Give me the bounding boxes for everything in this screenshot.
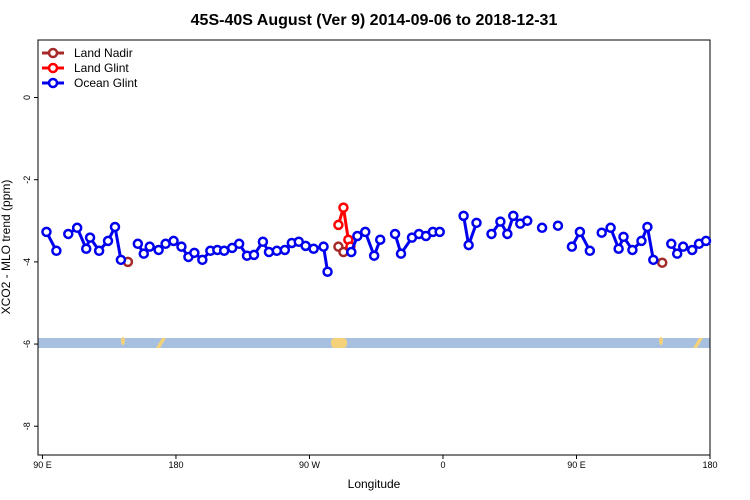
series [122, 241, 668, 268]
data-point [333, 219, 344, 231]
data-point [584, 245, 596, 257]
data-point [80, 243, 92, 254]
data-point [138, 248, 150, 259]
legend-marker [47, 77, 59, 89]
x-axis-label: Longitude [348, 477, 401, 491]
data-point [109, 221, 121, 233]
y-axis-label: XCO2 - MLO trend (ppm) [0, 180, 13, 315]
data-point [458, 210, 469, 222]
x-tick-label: 180 [702, 460, 717, 470]
y-tick-label: -8 [22, 422, 32, 430]
plot-frame [37, 39, 711, 456]
data-point [502, 228, 513, 240]
data-point [486, 228, 497, 240]
legend-marker [47, 62, 59, 74]
x-tick-label: 90 E [567, 460, 586, 470]
chart-title: 45S-40S August (Ver 9) 2014-09-06 to 201… [191, 12, 558, 29]
data-point [197, 254, 208, 266]
data-point [346, 246, 357, 258]
data-point [566, 241, 578, 252]
data-point [666, 238, 677, 250]
data-point [656, 257, 668, 268]
data-point [279, 244, 291, 256]
data-point [596, 227, 607, 238]
land-patch [693, 338, 703, 348]
data-point [686, 244, 698, 256]
data-point [648, 254, 659, 266]
x-tick-label: 90 E [33, 460, 52, 470]
data-point [271, 245, 283, 257]
data-point [318, 241, 329, 252]
land-patch [121, 337, 125, 345]
legend-label: Land Glint [74, 61, 129, 75]
x-tick-label: 0 [440, 460, 445, 470]
data-point [389, 228, 401, 240]
ocean-land-band [38, 337, 710, 348]
data-point [41, 226, 52, 238]
data-point [636, 235, 647, 247]
data-point [574, 226, 586, 238]
data-point [308, 243, 319, 254]
legend-label: Ocean Glint [74, 76, 138, 90]
data-point [115, 254, 127, 266]
data-point [434, 226, 445, 238]
data-point [176, 241, 187, 252]
data-point [257, 236, 269, 247]
data-point [63, 228, 74, 240]
y-tick-label: -6 [22, 340, 32, 348]
data-point [368, 250, 380, 261]
data-point [627, 244, 638, 256]
y-tick-label: -2 [22, 176, 32, 184]
data-point [153, 244, 164, 256]
x-tick-label: 90 W [299, 460, 321, 470]
data-point [618, 231, 629, 243]
data-point [536, 222, 548, 234]
data-point [613, 243, 624, 254]
data-point [552, 220, 564, 231]
series [41, 210, 712, 277]
legend-marker [47, 47, 59, 59]
data-point [374, 234, 386, 245]
land-patch [156, 338, 166, 348]
data-point [84, 232, 96, 243]
ocean-band [38, 338, 710, 348]
data-point [671, 248, 683, 259]
data-point [471, 217, 482, 229]
data-point [102, 235, 114, 247]
data-point [495, 216, 506, 227]
data-point [521, 215, 533, 227]
data-point [463, 239, 474, 251]
land-patch [331, 338, 347, 348]
data-point [338, 202, 349, 213]
data-point [605, 222, 616, 234]
data-point [352, 230, 363, 242]
data-point [168, 235, 179, 247]
land-patch [659, 337, 663, 345]
y-tick-label: 0 [22, 95, 32, 100]
data-point [71, 222, 83, 234]
data-point [93, 245, 105, 257]
data-point [322, 266, 333, 277]
data-point [233, 238, 245, 250]
data-point [189, 247, 200, 259]
data-point [508, 210, 519, 222]
x-tick-label: 180 [168, 460, 183, 470]
data-point [395, 248, 407, 259]
data-point [132, 238, 144, 250]
legend-label: Land Nadir [74, 46, 133, 60]
data-point [700, 235, 712, 247]
data-point [51, 245, 62, 257]
data-point [677, 241, 689, 252]
y-tick-label: -4 [22, 258, 32, 266]
data-point [359, 226, 371, 238]
data-point [642, 221, 653, 233]
data-point [144, 241, 155, 252]
data-point [248, 249, 260, 261]
